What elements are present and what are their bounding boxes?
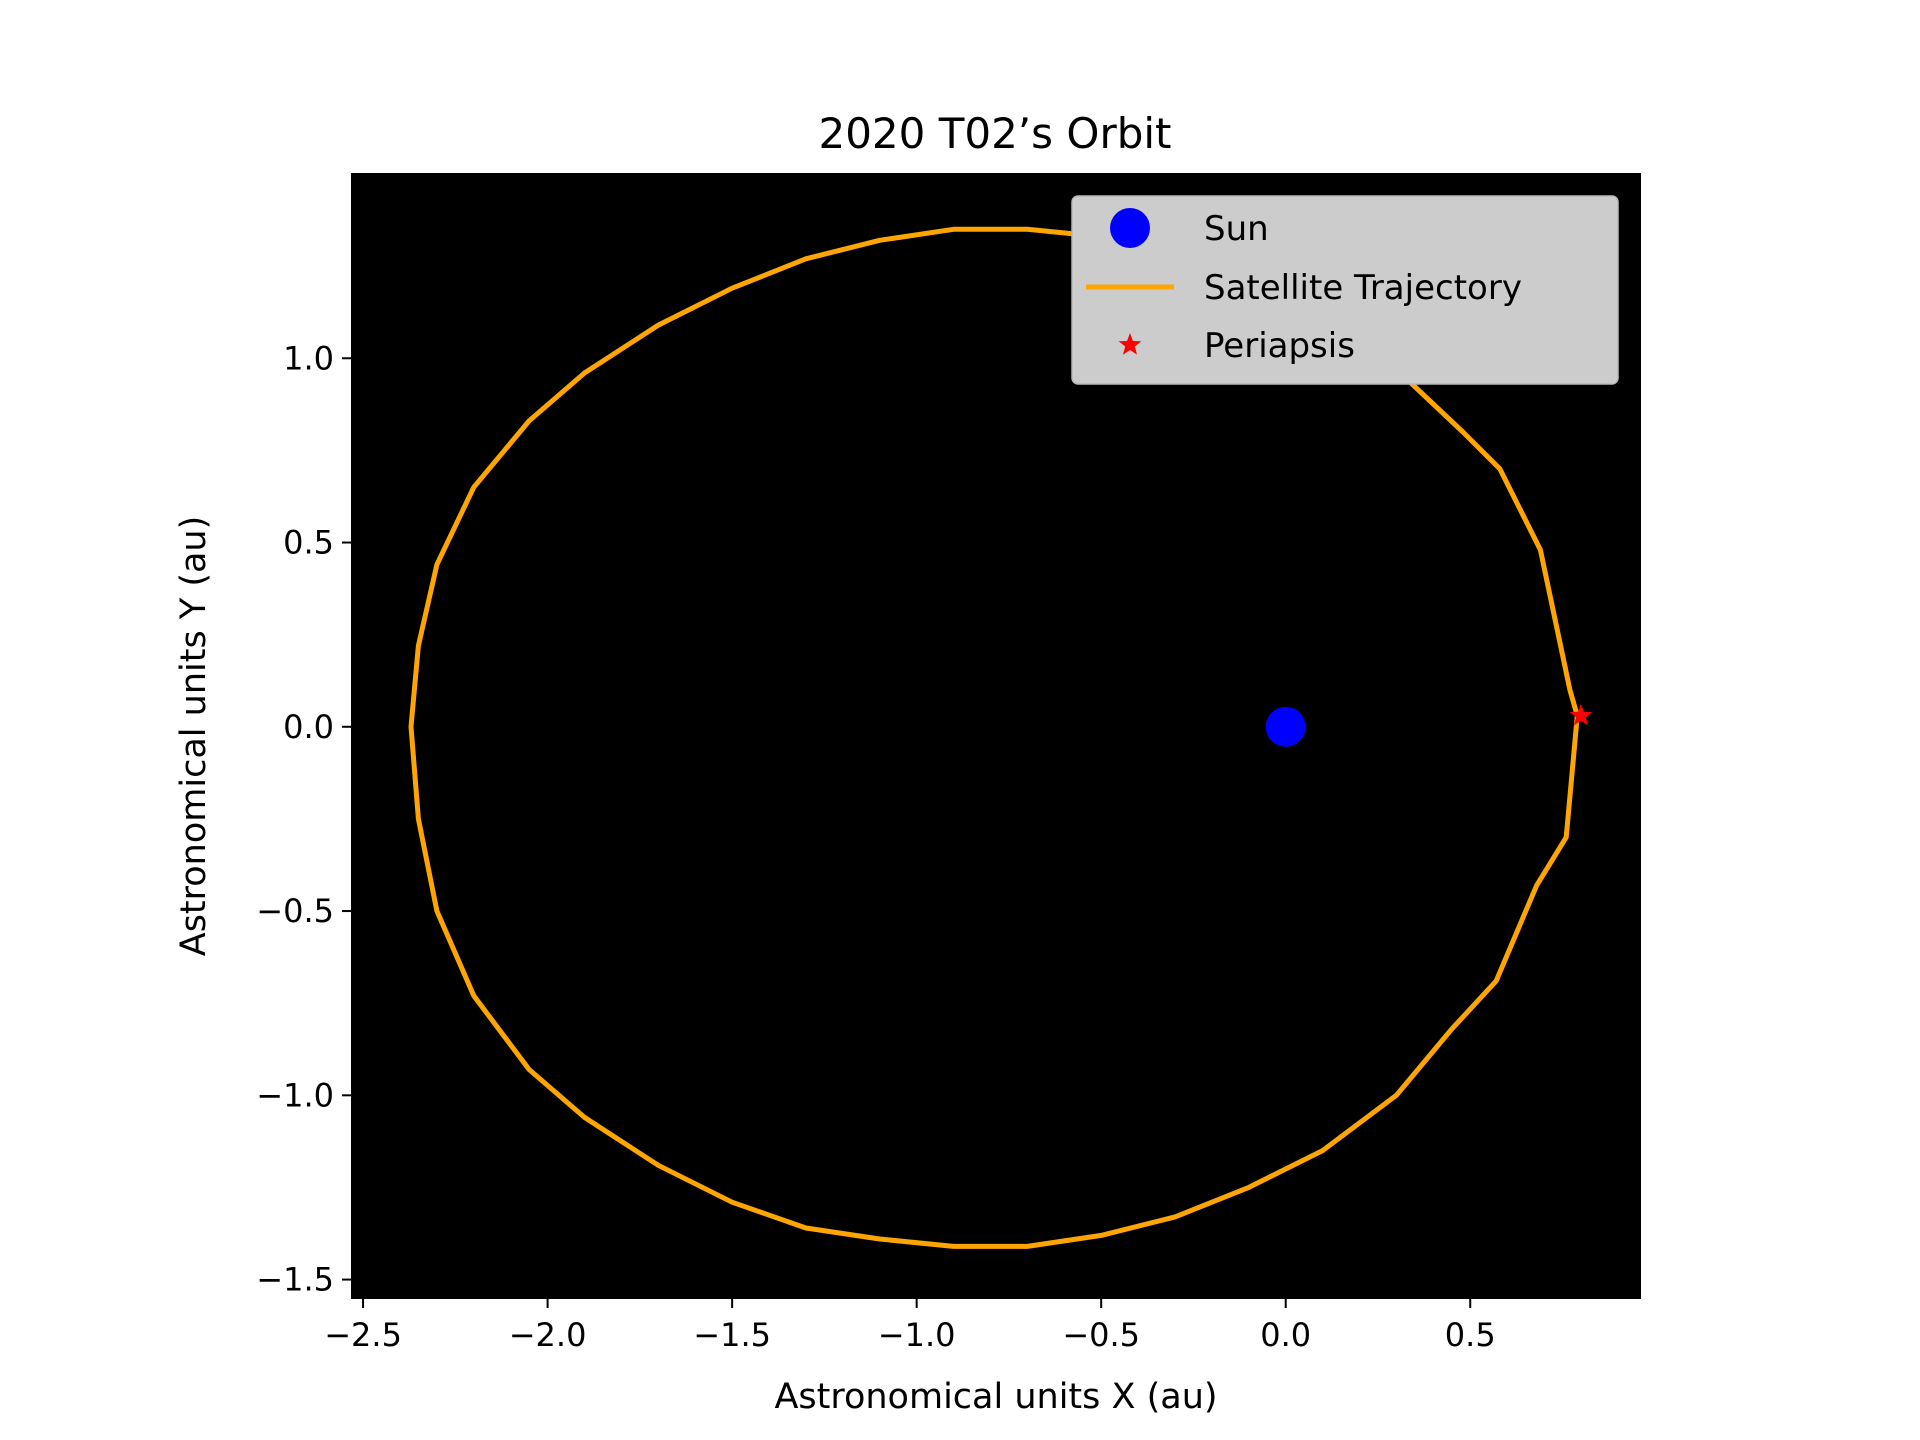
periapsis-marker: [1569, 703, 1593, 726]
y-tick-label: 0.5: [283, 524, 334, 562]
legend-periapsis-marker: [1118, 333, 1142, 355]
legend-sun-marker: [1110, 208, 1150, 248]
legend-box: [1071, 195, 1619, 385]
y-tick-label: 1.0: [283, 339, 334, 377]
sun-marker: [1265, 706, 1306, 747]
legend: Sun Satellite Trajectory Periapsis: [1071, 195, 1619, 385]
x-axis-label: Astronomical units X (au): [774, 1377, 1217, 1417]
plot-frame: [351, 173, 1641, 1299]
legend-label: Sun: [1204, 209, 1269, 249]
x-tick-label: −1.5: [693, 1316, 771, 1354]
y-tick-label: 0.0: [283, 708, 334, 746]
x-tick-label: −0.5: [1062, 1316, 1140, 1354]
legend-label: Satellite Trajectory: [1204, 268, 1522, 308]
y-axis-label: Astronomical units Y (au): [174, 516, 214, 957]
x-tick-label: 0.0: [1260, 1316, 1311, 1354]
y-tick-label: −1.0: [256, 1076, 334, 1114]
x-tick-label: −1.0: [878, 1316, 956, 1354]
x-axis: −2.5 −2.0 −1.5 −1.0 −0.5 0.0 0.5: [324, 1298, 1496, 1354]
x-tick-label: −2.5: [324, 1316, 402, 1354]
legend-label: Periapsis: [1204, 326, 1355, 366]
x-tick-label: 0.5: [1445, 1316, 1496, 1354]
chart-title: 2020 T02’s Orbit: [818, 109, 1171, 158]
y-tick-label: −0.5: [256, 892, 334, 930]
y-tick-label: −1.5: [256, 1261, 334, 1299]
y-axis: −1.5 −1.0 −0.5 0.0 0.5 1.0: [256, 339, 352, 1299]
x-tick-label: −2.0: [509, 1316, 587, 1354]
